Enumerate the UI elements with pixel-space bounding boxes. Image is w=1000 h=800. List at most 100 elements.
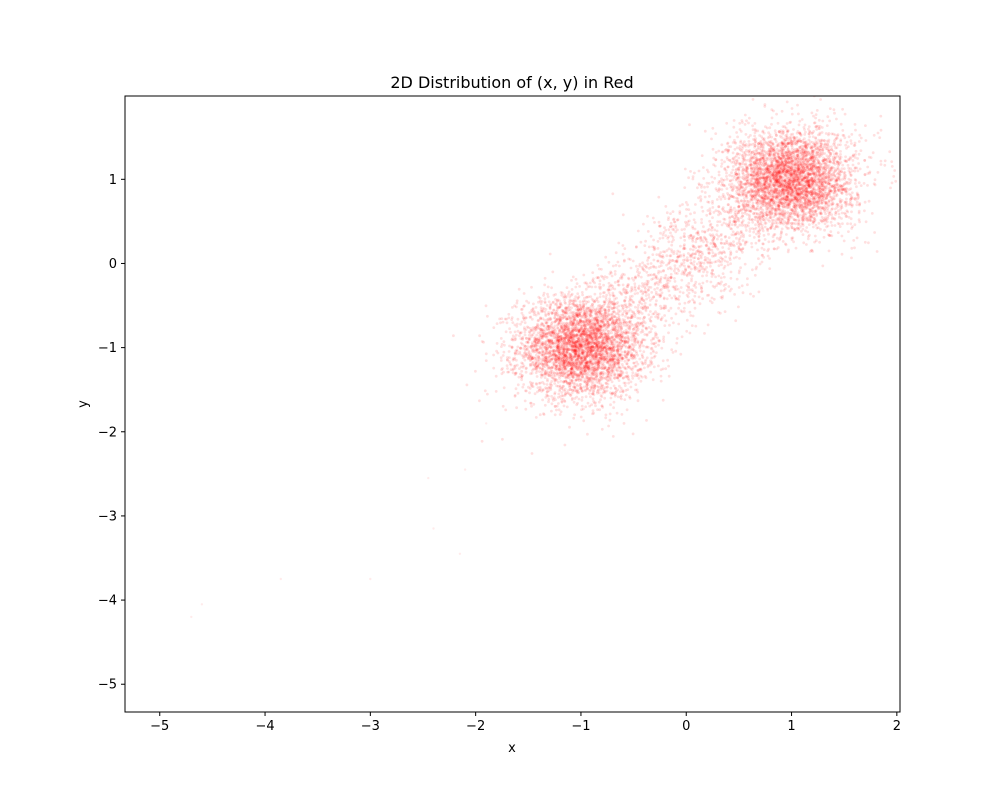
scatter-point (570, 288, 574, 291)
scatter-point (583, 358, 586, 361)
scatter-point (819, 227, 822, 231)
scatter-point (577, 354, 581, 358)
scatter-point (650, 346, 654, 350)
scatter-point (533, 363, 536, 367)
scatter-point (553, 320, 556, 324)
scatter-point (600, 306, 604, 310)
scatter-point (557, 367, 561, 371)
scatter-point (589, 331, 593, 335)
scatter-point (588, 331, 592, 335)
scatter-point (562, 350, 566, 354)
scatter-point (563, 354, 567, 358)
scatter-point (615, 331, 619, 335)
scatter-point (566, 341, 570, 345)
scatter-point (616, 388, 620, 392)
scatter-point (499, 321, 502, 325)
scatter-point (585, 364, 589, 368)
scatter-point (611, 335, 614, 339)
scatter-point (578, 374, 582, 377)
scatter-point (814, 239, 818, 243)
scatter-point (530, 357, 534, 361)
scatter-point (540, 353, 544, 357)
scatter-point (546, 295, 550, 299)
scatter-point (486, 314, 489, 318)
scatter-point (615, 336, 619, 339)
scatter-point (524, 316, 528, 320)
scatter-point (551, 353, 555, 357)
scatter-point (661, 367, 665, 371)
scatter-point (812, 114, 815, 118)
scatter-point (597, 381, 601, 385)
scatter-point (574, 348, 577, 352)
scatter-point (600, 333, 603, 337)
scatter-point (590, 341, 594, 345)
scatter-point (499, 356, 503, 359)
scatter-point (579, 345, 582, 349)
scatter-point (585, 300, 589, 304)
scatter-point (534, 371, 538, 375)
scatter-point (591, 355, 594, 359)
scatter-point (524, 367, 528, 371)
scatter-point (808, 135, 811, 139)
scatter-point (566, 335, 569, 338)
scatter-point (532, 367, 535, 371)
scatter-point (565, 358, 568, 361)
scatter-point (556, 345, 560, 349)
scatter-point (593, 333, 597, 336)
scatter-point (617, 349, 621, 353)
scatter-point (628, 396, 632, 400)
scatter-point (565, 325, 569, 329)
scatter-point (627, 358, 631, 362)
scatter-point (623, 350, 627, 354)
scatter-point (670, 348, 674, 352)
scatter-point (588, 281, 592, 285)
scatter-point (560, 316, 564, 320)
scatter-point (523, 304, 526, 308)
scatter-point (538, 370, 541, 373)
scatter-point (630, 374, 634, 378)
scatter-point (562, 355, 566, 359)
scatter-point (558, 356, 561, 360)
scatter-point (550, 366, 554, 370)
scatter-point (583, 363, 586, 367)
scatter-point (543, 329, 547, 333)
scatter-point (556, 324, 559, 327)
scatter-point (622, 287, 626, 291)
scatter-point (767, 232, 770, 236)
scatter-point (583, 332, 586, 336)
scatter-point (577, 330, 581, 334)
scatter-point (601, 320, 605, 324)
scatter-point (584, 389, 587, 393)
scatter-point (552, 350, 555, 353)
scatter-point (522, 354, 525, 358)
scatter-point (612, 406, 615, 410)
scatter-point (539, 387, 542, 391)
scatter-point (523, 399, 527, 403)
scatter-point (576, 337, 580, 340)
scatter-point (839, 150, 842, 153)
scatter-point (607, 346, 611, 350)
scatter-point (561, 352, 565, 356)
scatter-point (594, 316, 598, 319)
scatter-point (539, 316, 542, 320)
scatter-point (516, 391, 520, 395)
scatter-point (549, 388, 553, 391)
scatter-point (587, 353, 591, 357)
scatter-point (543, 342, 547, 346)
scatter-point (539, 373, 543, 377)
scatter-point (616, 333, 620, 337)
scatter-point (591, 409, 595, 412)
scatter-point (529, 359, 532, 363)
scatter-point (550, 375, 553, 378)
scatter-point (516, 345, 520, 349)
scatter-point (625, 291, 629, 294)
scatter-point (659, 374, 663, 378)
scatter-point (624, 324, 628, 328)
scatter-point (574, 346, 578, 350)
scatter-point (543, 310, 547, 314)
scatter-point (572, 400, 576, 404)
scatter-point (552, 309, 555, 312)
scatter-point (536, 386, 540, 389)
scatter-point (577, 379, 581, 383)
